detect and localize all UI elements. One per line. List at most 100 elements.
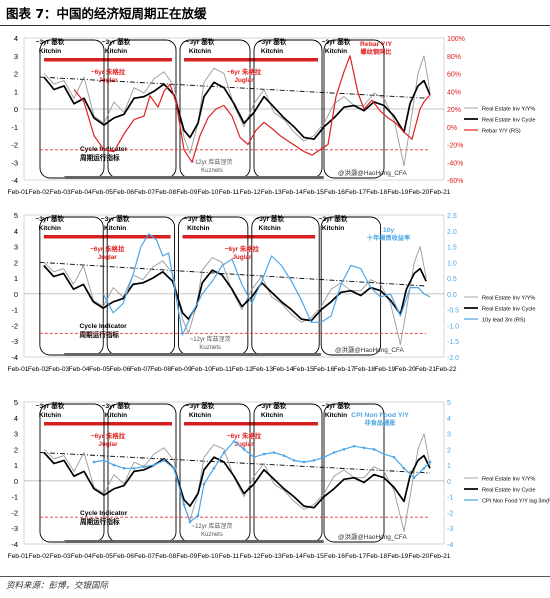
- y-tick-label-left: -1: [11, 306, 18, 315]
- kitchin-label: ~3yr 基钦: [255, 214, 284, 223]
- y-tick-label-right: -0.5: [447, 308, 459, 315]
- x-tick-label: Feb-07: [134, 553, 155, 560]
- y-tick-label-right: -1.5: [447, 339, 459, 346]
- x-tick-label: Feb-11: [219, 553, 240, 560]
- y-tick-label-left: 1: [14, 87, 18, 96]
- trend-line: [39, 261, 427, 287]
- x-tick-label: Feb-02: [28, 366, 49, 373]
- x-tick-label: Feb-12: [240, 189, 261, 196]
- y-tick-label-left: -2: [11, 321, 18, 330]
- series-point: [152, 463, 156, 467]
- series-point: [272, 451, 276, 454]
- y-tick-label-left: -4: [11, 353, 18, 362]
- legend-label: CPI Non Food Y/Y lag 3m(RS): [482, 498, 550, 504]
- series-line-gray: [43, 246, 427, 345]
- y-tick-label-left: 5: [14, 211, 18, 220]
- kitchin-label: ~3yr 基钦: [258, 401, 287, 410]
- series-line-gray: [43, 55, 431, 167]
- series-point: [162, 459, 166, 462]
- cycle-indicator-label-cn: 周期运行指标: [80, 153, 120, 162]
- y-tick-label-left: -4: [11, 540, 18, 549]
- kitchin-label-en: Kitchin: [261, 412, 283, 419]
- series-point: [232, 440, 236, 443]
- figure-title: 图表 7：中国的经济短周期正在放缓: [6, 6, 207, 21]
- x-tick-label: Feb-16: [324, 553, 345, 560]
- x-tick-label: Feb-13: [252, 366, 273, 373]
- y-tick-label-right: -3: [447, 526, 453, 533]
- x-tick-label: Feb-07: [130, 366, 151, 373]
- kuznets-label: ~12yr 库兹涅茨: [192, 522, 233, 530]
- kitchin-label-en: Kitchin: [105, 48, 127, 55]
- series-point: [282, 454, 286, 457]
- y-tick-label-right: 100%: [447, 36, 465, 43]
- series-point: [188, 520, 192, 524]
- series-line-blue: [93, 440, 431, 523]
- kitchin-label: ~3yr 基钦: [101, 214, 130, 223]
- y-tick-label-right: 3: [447, 432, 451, 439]
- series-annotation: Rebar Y/Y: [360, 41, 392, 48]
- y-tick-label-left: 5: [14, 398, 18, 407]
- x-tick-label: Feb-15: [303, 553, 324, 560]
- series-point: [422, 466, 426, 470]
- x-tick-label: Feb-18: [354, 366, 375, 373]
- x-tick-label: Feb-09: [176, 553, 197, 560]
- juglar-label-en: Juglar: [234, 77, 254, 84]
- y-tick-label-left: 4: [14, 227, 18, 236]
- juglar-label: ~6yr 朱格拉: [90, 244, 125, 253]
- x-tick-label: Feb-21: [430, 189, 451, 196]
- y-tick-label-right: -4: [447, 542, 453, 549]
- x-tick-label: Feb-06: [109, 366, 130, 373]
- x-tick-label: Feb-19: [387, 189, 408, 196]
- y-tick-label-right: 5: [447, 400, 451, 407]
- y-tick-label-left: -3: [11, 158, 18, 167]
- watermark: @洪灏@HaoHong_CFA: [338, 532, 407, 541]
- x-tick-label: Feb-08: [155, 189, 176, 196]
- kitchin-label-en: Kitchin: [105, 412, 127, 419]
- kitchin-label-en: Kitchin: [104, 225, 126, 232]
- legend-label: Real Estate Inv Cycle: [482, 487, 535, 493]
- plot-frame: [23, 214, 445, 358]
- kuznets-label: ~12yr 库兹涅茨: [192, 158, 233, 166]
- series-line-blue: [102, 233, 431, 336]
- watermark: @洪灏@HaoHong_CFA: [338, 168, 407, 177]
- y-tick-label-left: 0: [14, 105, 18, 114]
- cycle-indicator-label: Cycle Indicator: [80, 510, 128, 517]
- y-tick-label-left: -3: [11, 524, 18, 533]
- x-tick-label: Feb-17: [345, 189, 366, 196]
- series-point: [172, 466, 176, 470]
- y-tick-label-right: 40%: [447, 89, 461, 96]
- x-tick-label: Feb-21: [430, 553, 451, 560]
- y-tick-label-right: -40%: [447, 160, 463, 167]
- x-tick-label: Feb-15: [293, 366, 314, 373]
- series-point: [382, 452, 386, 456]
- chart-panel-1: 4 3 2 1 0 -1 -2 -3 -4 100% 80% 60% 40% 20% 0% -20% -40% -…: [8, 34, 536, 196]
- series-point: [332, 451, 336, 454]
- kitchin-label-en: Kitchin: [39, 412, 61, 419]
- series-point: [142, 465, 146, 468]
- y-tick-label-left: 0: [14, 477, 18, 486]
- kitchin-label-en: Kitchin: [261, 48, 283, 55]
- kitchin-bracket: [323, 39, 385, 179]
- x-tick-label: Feb-01: [8, 189, 29, 196]
- kitchin-label: ~3yr 基钦: [186, 37, 215, 46]
- x-tick-label: Feb-11: [212, 366, 233, 373]
- legend-label: Real Estate Inv Cycle: [482, 306, 535, 312]
- kitchin-label: ~3yr 基钦: [102, 401, 131, 410]
- series-annotation: 10y: [383, 227, 395, 234]
- kuznets-label-en: Kuznets: [201, 168, 223, 174]
- x-tick-label: Feb-17: [334, 366, 355, 373]
- juglar-label-en: Juglar: [98, 254, 118, 261]
- series-line-black: [43, 451, 431, 509]
- x-tick-label: Feb-10: [197, 553, 218, 560]
- y-tick-label-left: 1: [14, 274, 18, 283]
- kitchin-label: ~3yr 基钦: [258, 37, 287, 46]
- x-tick-label: Feb-20: [408, 553, 429, 560]
- x-tick-label: Feb-08: [150, 366, 171, 373]
- x-tick-label: Feb-04: [71, 189, 92, 196]
- kitchin-label: ~3yr 基钦: [102, 37, 131, 46]
- legend-label: Real Estate Inv Y/Y%: [482, 295, 535, 301]
- kitchin-label: ~3yr 基钦: [186, 401, 215, 410]
- kitchin-label: ~3yr 基钦: [35, 214, 64, 223]
- source-note: 资料来源：彭博，交银国际: [6, 581, 109, 591]
- plot-frame: [23, 401, 445, 545]
